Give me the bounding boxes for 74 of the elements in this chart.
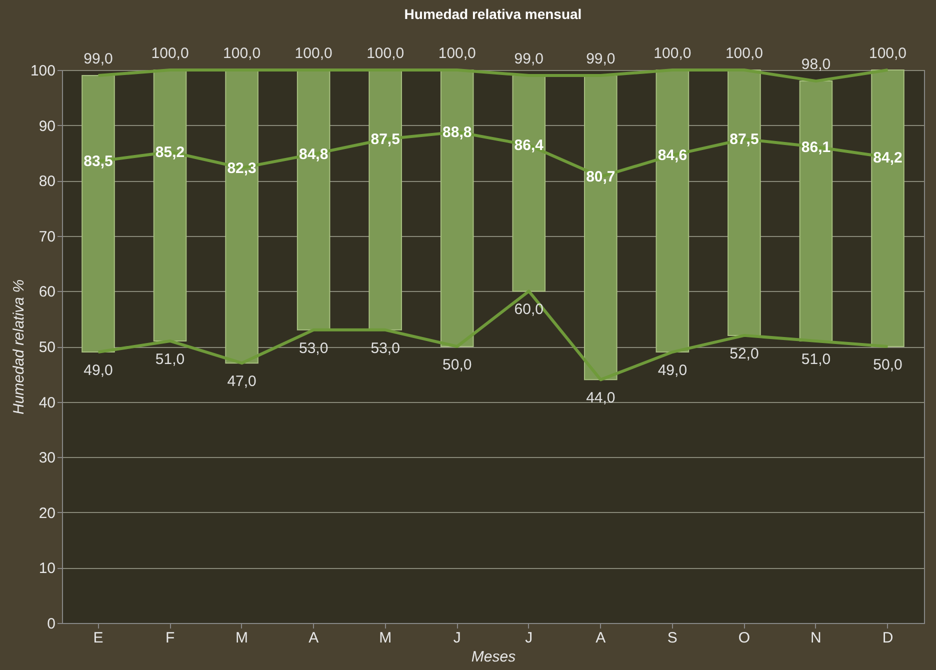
data-label: 51,0 [155,350,185,368]
x-axis-title: Meses [471,648,516,666]
data-label: 100,0 [868,45,907,62]
y-tick-label: 80 [38,173,56,190]
data-label: 100,0 [223,45,261,62]
data-label: 99,0 [84,50,113,68]
bar [728,70,761,336]
x-tick-label: O [738,630,750,646]
bar [584,75,618,380]
y-tick-label: 90 [38,118,56,135]
x-tick-label: S [667,630,678,646]
data-label: 47,0 [227,373,256,390]
data-label: 100,0 [294,45,332,62]
y-tick-label: 30 [38,450,56,467]
bar [512,75,546,292]
bar [871,70,904,347]
data-label: 100,0 [725,45,763,62]
x-tick-label: M [236,630,248,646]
x-tick-label: A [308,630,319,646]
data-label: 99,0 [514,50,544,68]
data-label: 100,0 [438,45,476,62]
data-label: 83,5 [84,153,113,170]
data-label: 53,0 [370,340,400,357]
bar [440,70,474,347]
data-label: 100,0 [151,45,189,62]
y-tick-label: 40 [38,394,56,412]
x-tick-label: F [165,630,175,646]
bar [799,80,833,342]
x-tick-label: J [453,630,461,646]
data-label: 82,3 [227,160,256,177]
data-label: 86,4 [514,137,544,154]
data-label: 44,0 [586,390,616,407]
y-tick-label: 10 [38,560,56,578]
data-label: 85,2 [155,144,185,161]
bar [153,70,187,342]
x-tick-label: J [525,630,533,646]
y-tick-label: 100 [30,62,56,80]
data-label: 100,0 [654,45,692,62]
x-tick-label: M [379,630,392,646]
x-tick-label: D [882,630,894,646]
data-label: 80,7 [586,168,616,186]
data-label: 49,0 [658,362,688,380]
bar [82,75,115,353]
bar [656,70,690,353]
bar [296,70,330,330]
data-label: 100,0 [366,45,404,62]
data-label: 50,0 [873,356,902,374]
x-tick-label: A [596,630,606,646]
data-label: 50,0 [442,356,472,374]
y-tick-label: 70 [38,228,56,246]
data-label: 60,0 [514,301,544,318]
bar [225,70,258,364]
data-label: 84,6 [658,147,688,164]
data-label: 51,0 [801,350,831,368]
y-tick-label: 50 [38,339,56,356]
data-label: 84,8 [298,146,328,164]
y-tick-label: 20 [38,504,56,522]
data-label: 52,0 [730,345,759,362]
data-label: 98,0 [801,56,831,74]
data-label: 87,5 [730,131,759,148]
x-tick-label: N [810,630,822,646]
data-label: 88,8 [442,124,472,141]
y-axis-title: Humedad relativa % [10,279,28,415]
bar [368,70,402,330]
data-label: 84,2 [873,149,902,166]
y-tick-label: 60 [38,284,56,301]
data-label: 86,1 [801,138,831,156]
data-label: 53,0 [298,340,328,357]
chart-title: Humedad relativa mensual [404,6,582,22]
data-label: 87,5 [370,131,400,148]
y-tick-label: 0 [47,616,56,632]
data-label: 99,0 [586,50,616,68]
data-label: 49,0 [84,362,113,380]
x-tick-label: E [93,630,104,646]
